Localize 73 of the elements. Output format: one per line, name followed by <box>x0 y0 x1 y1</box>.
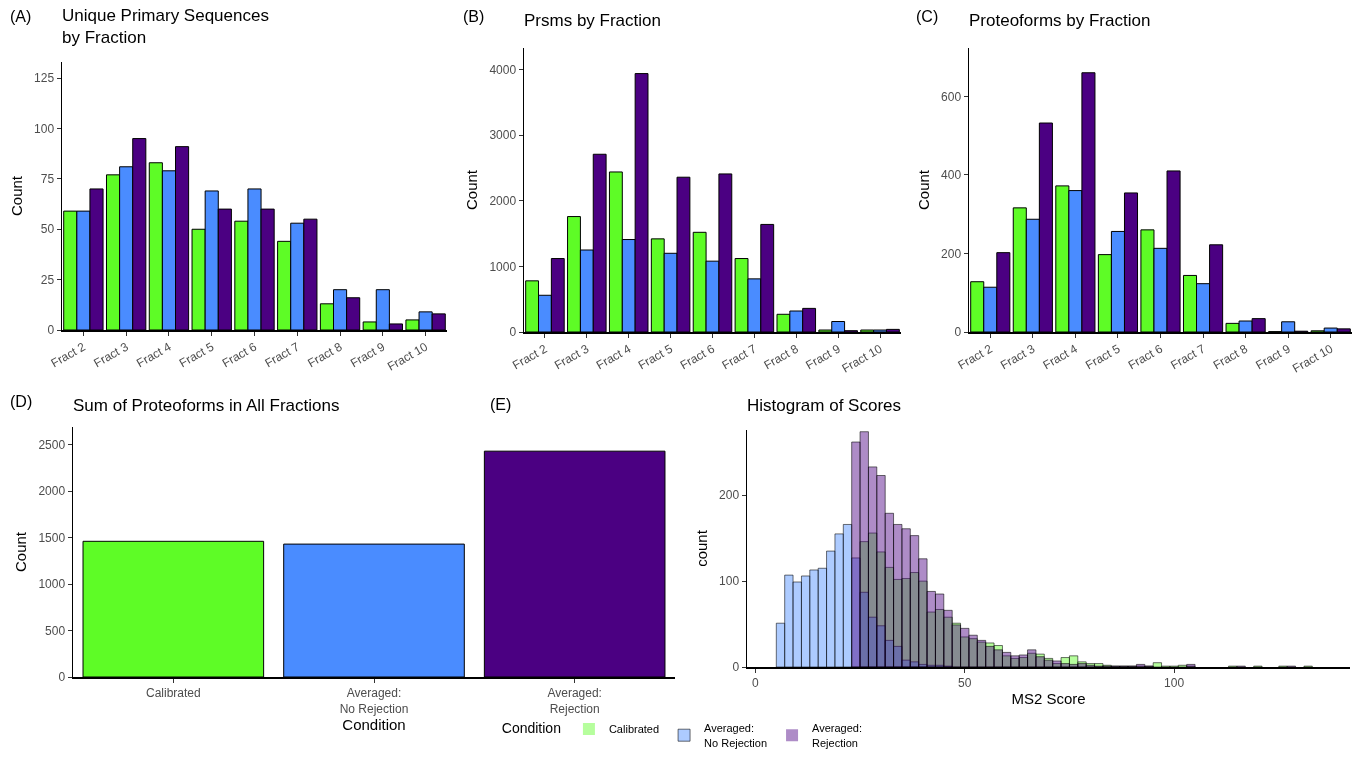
x-tick-label: Fract 4 <box>134 339 174 371</box>
y-tick-label: 0 <box>47 323 55 338</box>
y-tick-label: 100 <box>34 121 55 136</box>
x-tick-label: Fract 5 <box>176 339 217 371</box>
x-tick-label: Fract 10 <box>1290 341 1336 376</box>
y-tick-label: 1000 <box>489 259 517 274</box>
x-tick-label: Fract 3 <box>551 341 592 373</box>
x-tick-label: Fract 4 <box>1040 341 1081 373</box>
x-tick-label: Fract 7 <box>719 341 760 373</box>
y-tick-label: 200 <box>719 488 740 503</box>
x-tick-label: Fract 2 <box>48 339 89 371</box>
y-tick-label: 600 <box>941 89 962 104</box>
y-tick-label: 25 <box>40 272 55 287</box>
text: (E) <box>490 396 512 413</box>
x-tick-label: 50 <box>958 675 972 690</box>
y-tick-label: 200 <box>941 246 962 261</box>
x-tick-label: Fract 9 <box>1253 341 1293 373</box>
y-tick-label: 1000 <box>38 577 66 592</box>
x-tick-label: Fract 3 <box>997 341 1038 373</box>
legend-label: Averaged: Rejection <box>812 722 862 749</box>
y-tick-label: 500 <box>45 623 66 638</box>
x-tick-label: Fract 8 <box>305 339 345 371</box>
x-tick-label: Fract 5 <box>635 341 676 373</box>
legend-label: Calibrated <box>608 723 660 736</box>
chart-title: Proteoforms by Fraction <box>969 10 1151 30</box>
x-tick-label: Fract 6 <box>677 341 718 373</box>
y-axis-title: Count <box>7 175 25 217</box>
y-axis-title: Count <box>462 169 480 211</box>
x-tick-label: Fract 6 <box>219 339 260 371</box>
y-tick-label: 1500 <box>38 530 66 545</box>
x-tick-label: Calibrated <box>145 685 201 700</box>
x-tick-label: Averaged: Rejection <box>547 685 602 716</box>
y-tick-label: 50 <box>40 222 55 237</box>
x-axis-title: MS2 Score <box>1011 689 1086 707</box>
text: (B) <box>463 8 485 25</box>
x-tick-label: Fract 8 <box>761 341 802 373</box>
y-axis-title: Count <box>914 169 932 211</box>
text: (A) <box>10 8 32 25</box>
y-tick-label: 125 <box>34 71 55 86</box>
x-tick-label: 0 <box>752 675 760 690</box>
x-tick-label: Fract 2 <box>955 341 996 373</box>
x-tick-label: Averaged: No Rejection <box>339 685 409 716</box>
chart-title: Histogram of Scores <box>747 395 901 415</box>
legend-title: Condition <box>501 719 561 736</box>
x-tick-label: Fract 7 <box>1168 341 1208 373</box>
y-tick-label: 75 <box>40 172 55 187</box>
y-tick-label: 3000 <box>489 128 517 143</box>
x-tick-label: Fract 2 <box>510 341 550 373</box>
x-tick-label: Fract 6 <box>1125 341 1166 373</box>
y-axis-title: count <box>692 529 710 567</box>
x-tick-label: Fract 7 <box>262 339 303 371</box>
chart-title: Sum of Proteoforms in All Fractions <box>73 395 340 415</box>
x-tick-label: 100 <box>1164 675 1185 690</box>
y-tick-label: 0 <box>954 325 962 340</box>
y-tick-label: 0 <box>509 325 517 340</box>
legend-label: Averaged: No Rejection <box>704 722 768 749</box>
y-tick-label: 2000 <box>489 194 517 209</box>
x-tick-label: Fract 5 <box>1083 341 1123 373</box>
y-tick-label: 0 <box>732 660 740 675</box>
x-tick-label: Fract 3 <box>91 339 131 371</box>
chart-title: Prsms by Fraction <box>524 10 661 30</box>
x-axis-title: Condition <box>342 715 406 733</box>
y-tick-label: 2000 <box>38 484 66 499</box>
y-axis-title: Count <box>11 531 29 573</box>
text: (C) <box>916 8 939 25</box>
y-tick-label: 2500 <box>38 437 66 452</box>
y-tick-label: 4000 <box>489 62 517 77</box>
text: (D) <box>10 393 33 410</box>
x-tick-label: Fract 4 <box>593 341 634 373</box>
chart-title: Unique Primary Sequences by Fraction <box>62 6 269 48</box>
y-tick-label: 100 <box>719 574 740 589</box>
y-tick-label: 400 <box>941 168 962 183</box>
x-tick-label: Fract 8 <box>1210 341 1251 373</box>
